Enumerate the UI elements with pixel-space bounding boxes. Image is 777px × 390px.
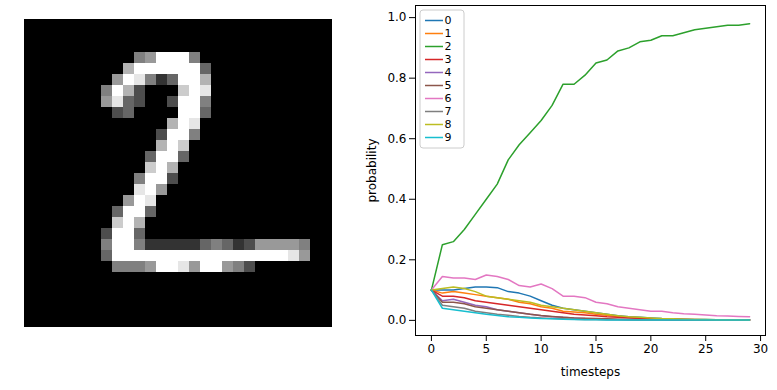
svg-text:probability: probability — [365, 138, 379, 202]
svg-text:4: 4 — [445, 66, 452, 79]
svg-text:30: 30 — [753, 342, 768, 356]
svg-text:timesteps: timesteps — [561, 365, 620, 379]
svg-text:0.4: 0.4 — [387, 192, 406, 206]
svg-text:5: 5 — [482, 342, 490, 356]
svg-text:0: 0 — [445, 14, 452, 27]
svg-text:5: 5 — [445, 79, 452, 92]
svg-text:20: 20 — [643, 342, 658, 356]
svg-text:2: 2 — [445, 40, 452, 53]
svg-text:10: 10 — [533, 342, 548, 356]
svg-text:6: 6 — [445, 92, 452, 105]
svg-text:8: 8 — [445, 118, 452, 131]
svg-text:0: 0 — [428, 342, 436, 356]
svg-text:1.0: 1.0 — [387, 10, 406, 24]
svg-text:3: 3 — [445, 53, 452, 66]
svg-text:15: 15 — [588, 342, 603, 356]
svg-text:1: 1 — [445, 27, 452, 40]
svg-text:7: 7 — [445, 105, 452, 118]
svg-text:9: 9 — [445, 131, 452, 144]
svg-text:0.2: 0.2 — [387, 253, 406, 267]
svg-text:25: 25 — [698, 342, 713, 356]
svg-text:0.6: 0.6 — [387, 132, 406, 146]
svg-text:0.8: 0.8 — [387, 71, 406, 85]
svg-text:0.0: 0.0 — [387, 313, 406, 327]
